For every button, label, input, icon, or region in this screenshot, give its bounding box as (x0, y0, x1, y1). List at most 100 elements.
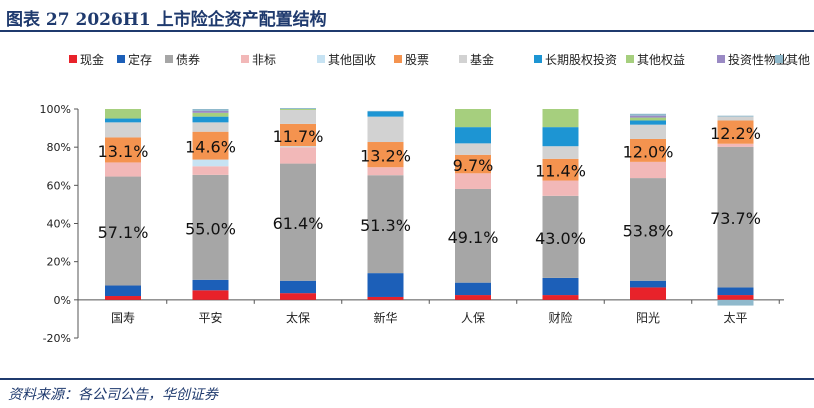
x-tick-label: 平安 (198, 310, 222, 325)
data-label: 12.2% (710, 124, 761, 143)
bar-segment-negative (717, 299, 754, 306)
bar-segment (455, 282, 491, 296)
legend-swatch (241, 55, 249, 63)
bar-segment (192, 110, 229, 113)
bar-segment (367, 175, 404, 274)
bar-segment (280, 146, 316, 148)
bar-segment (717, 287, 754, 296)
y-axis: 100% 80% 60% 40% 20% 0% -20% (40, 103, 79, 345)
bar-segment (280, 163, 316, 281)
bar-segment (630, 115, 666, 118)
bar-segment (105, 109, 141, 119)
bar-segment (192, 122, 229, 132)
data-label: 51.3% (360, 216, 411, 235)
bar-segment (542, 277, 579, 296)
legend-swatch (459, 55, 467, 63)
bar-segment (542, 195, 579, 278)
y-tick-label: 20% (47, 256, 71, 269)
bar-segment (105, 176, 141, 286)
legend-label: 定存 (128, 52, 152, 67)
legend-swatch (626, 55, 634, 63)
data-label: 11.4% (535, 162, 586, 181)
y-tick-label: 40% (47, 218, 71, 231)
bar-segment (105, 162, 141, 177)
bar-segment (717, 116, 754, 121)
bar-segment (280, 109, 316, 124)
legend-label: 非标 (252, 53, 276, 67)
bar-segment (717, 295, 754, 300)
bar-segment (455, 109, 491, 128)
bar-segment (455, 188, 491, 283)
bar-segment (455, 295, 491, 300)
bar-segment (717, 115, 754, 117)
bar-segment (367, 142, 404, 168)
x-tick-label: 国寿 (111, 311, 135, 325)
title-divider (0, 30, 814, 32)
legend-swatch (394, 55, 402, 63)
bar-segment (455, 154, 491, 174)
data-label: 49.1% (448, 228, 499, 247)
data-label: 12.0% (623, 142, 674, 161)
x-tick-label: 人保 (461, 311, 485, 325)
bar-segment (105, 122, 141, 138)
data-label: 53.8% (623, 221, 674, 240)
bar-segment (280, 108, 316, 109)
bar-segment (192, 166, 229, 175)
data-label: 13.2% (360, 147, 411, 166)
bar-segment (630, 138, 666, 162)
bar-segment (280, 147, 316, 164)
legend-swatch (69, 55, 77, 63)
source-divider (0, 378, 814, 380)
legend-swatch (717, 55, 725, 63)
legend-label: 股票 (405, 53, 429, 67)
bar-segment (192, 279, 229, 291)
data-label: 43.0% (535, 229, 586, 248)
bar-segment (542, 295, 579, 300)
data-label: 13.1% (98, 142, 149, 161)
bar-segment (630, 280, 666, 288)
bar-segment (542, 146, 579, 159)
bar-segment (630, 124, 666, 139)
legend-label: 现金 (80, 52, 104, 67)
bar-segment (455, 173, 491, 189)
bar-segment (630, 113, 666, 116)
bar-segment (542, 180, 579, 196)
bar-segment (542, 158, 579, 181)
bar-segment (630, 120, 666, 125)
chart-title: 图表 27 2026H1 上市险企资产配置结构 (6, 10, 327, 30)
bar-segment (105, 285, 141, 297)
source-note: 资料来源：各公司公告，华创证券 (8, 387, 218, 403)
bar-segment (630, 178, 666, 281)
bar-groups (105, 108, 754, 306)
bar-segment (192, 290, 229, 300)
x-tick-label: 太保 (286, 310, 310, 325)
y-tick-label: 0% (54, 294, 71, 307)
bar-segment (542, 127, 579, 147)
data-label: 55.0% (185, 219, 236, 238)
legend-swatch (317, 55, 325, 63)
legend-label: 其他固收 (328, 53, 376, 67)
y-tick-label: 80% (47, 141, 71, 154)
bar-segment (192, 109, 229, 111)
x-tick-label: 新华 (373, 310, 397, 325)
bar-segment (630, 161, 666, 179)
bar-segment (105, 118, 141, 123)
bar-segment (630, 287, 666, 300)
legend-label: 其他权益 (637, 53, 685, 67)
bar-segment (192, 159, 229, 167)
legend-label: 投资性物业 (728, 52, 788, 67)
legend-label: 债券 (176, 52, 200, 67)
bar-segment (717, 120, 754, 144)
legend-label: 长期股权投资 (545, 52, 617, 67)
bar-segment (105, 137, 141, 163)
legend-swatch (775, 55, 783, 63)
y-tick-label: -20% (43, 332, 71, 345)
bar-segment (280, 123, 316, 147)
x-tick-label: 太平 (723, 310, 747, 325)
bar-segment (717, 143, 754, 147)
bar-segment (367, 296, 404, 300)
bar-segment (367, 167, 404, 176)
data-label: 14.6% (185, 138, 236, 157)
bar-segment (630, 117, 666, 121)
